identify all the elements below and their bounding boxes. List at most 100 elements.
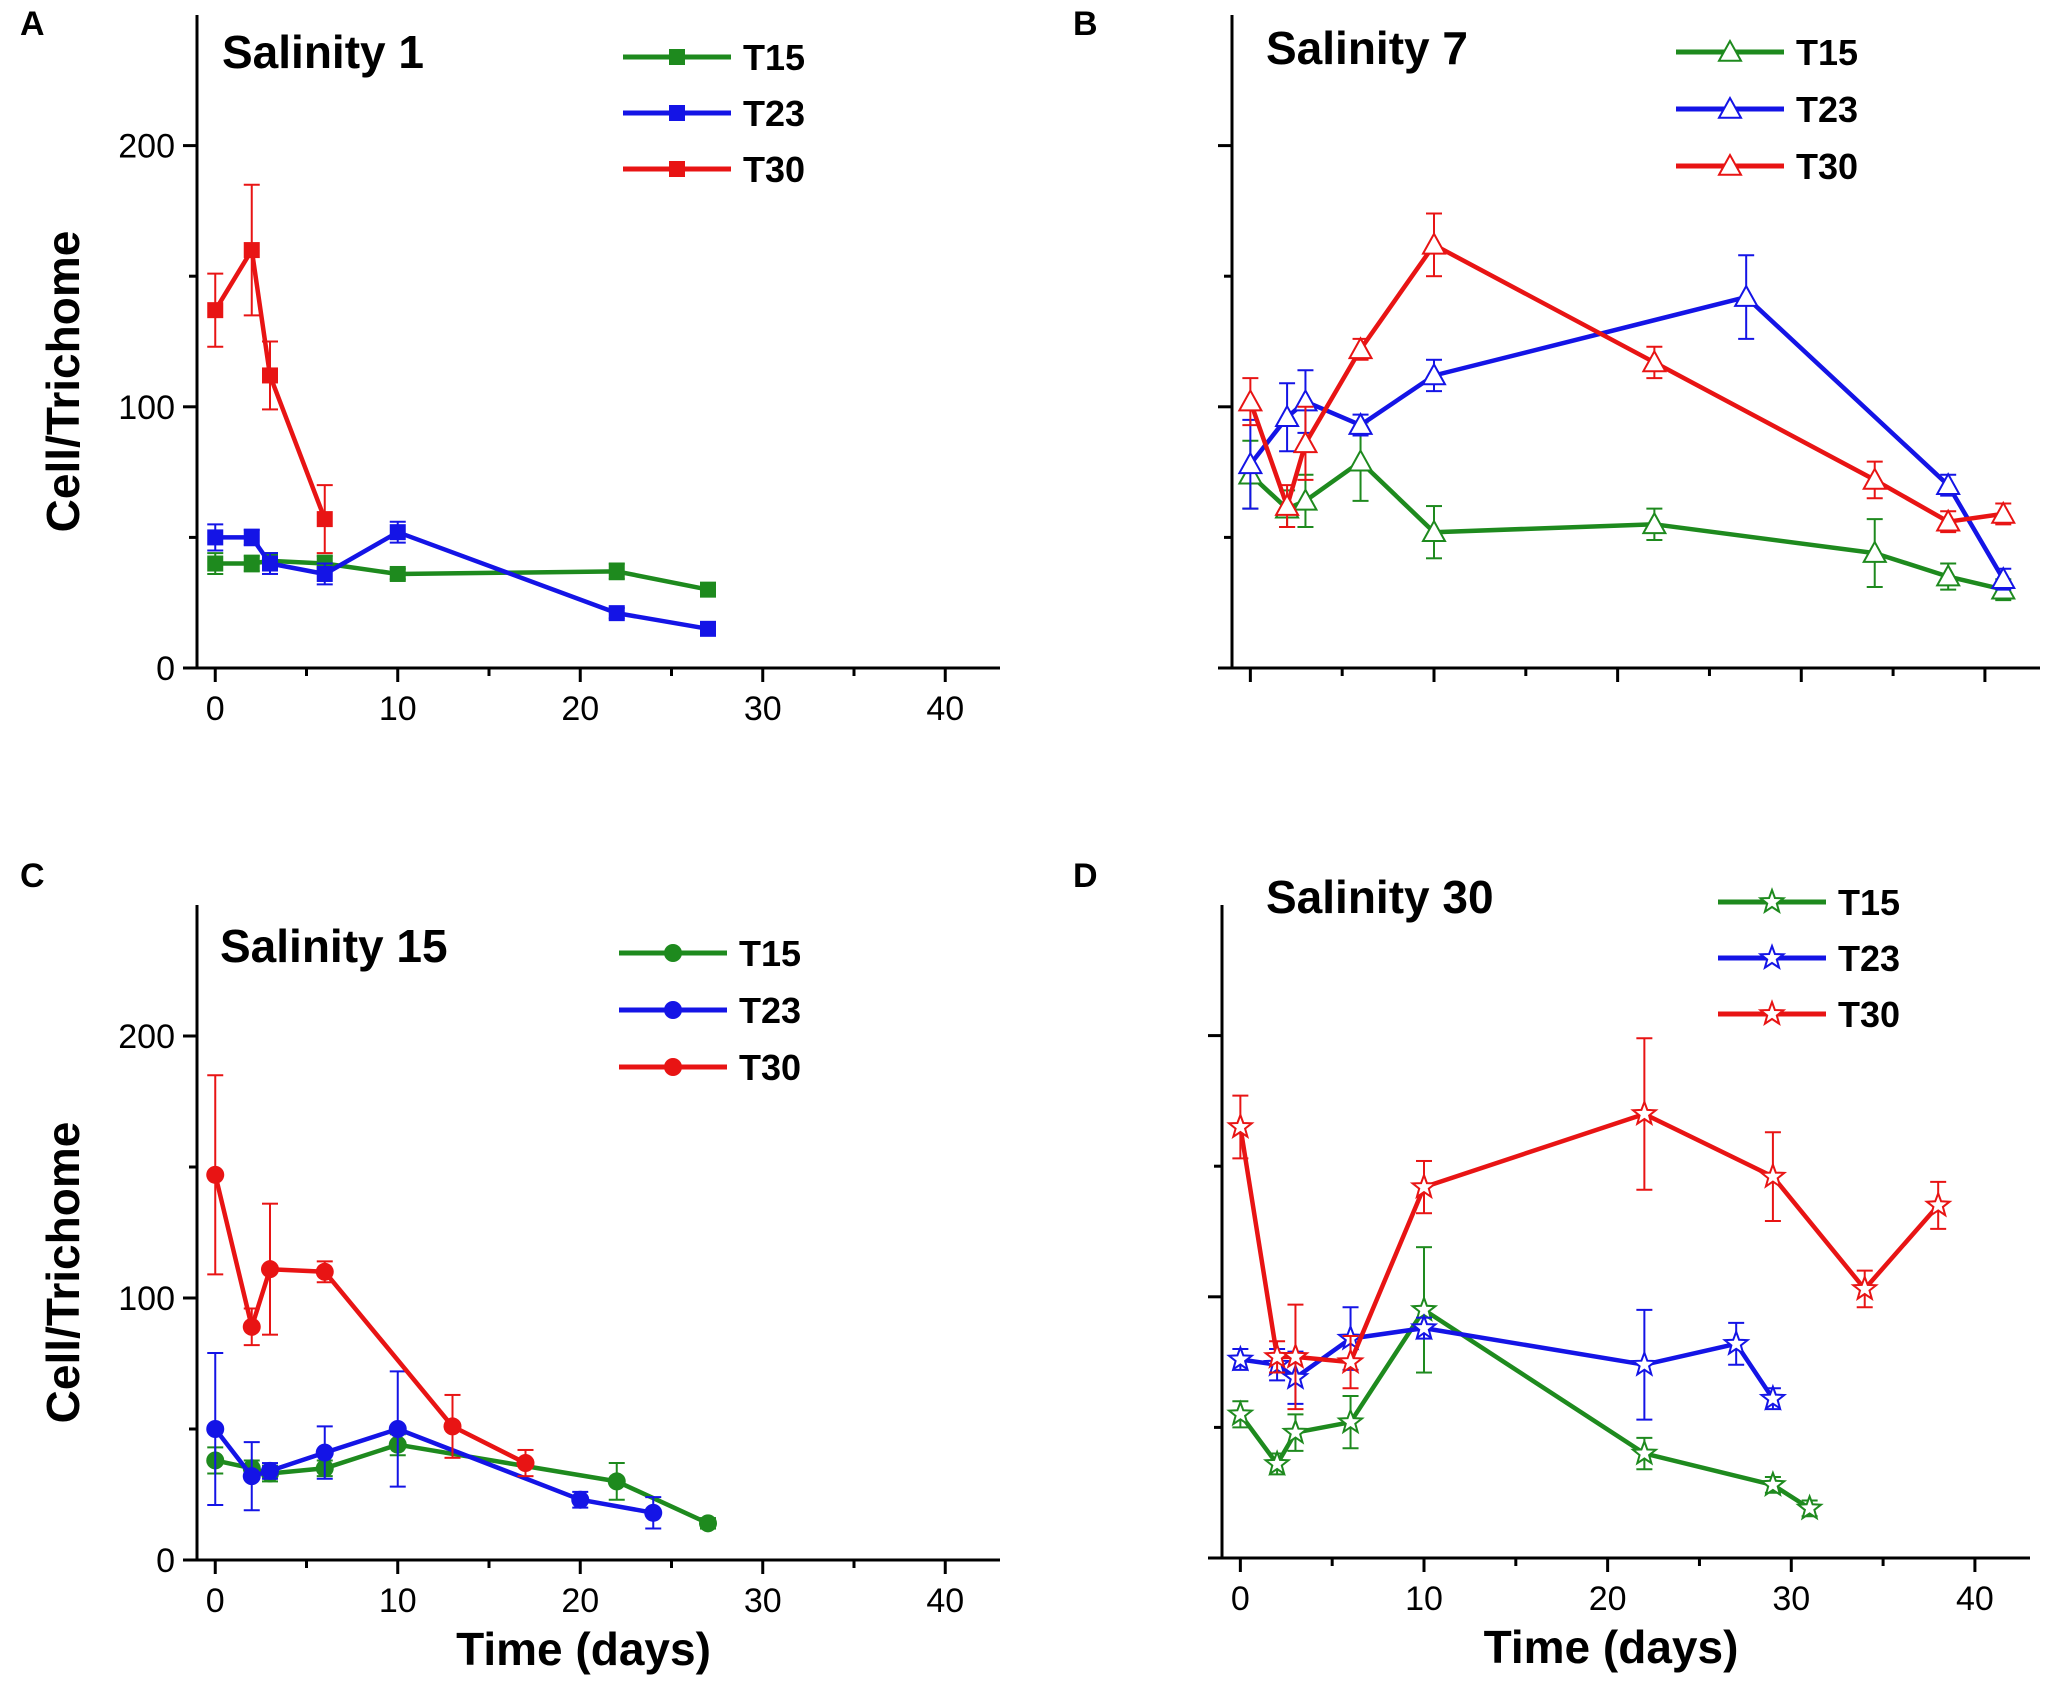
series-t30 [206,1074,535,1478]
data-point [1347,448,1374,472]
data-point [664,1058,682,1076]
data-point [1935,563,1961,587]
data-point [1935,472,1961,495]
legend-entry-t23: T23 [1676,89,1858,130]
legend-entry-t23: T23 [1718,938,1900,979]
series-line [1248,459,2004,592]
series-t15 [1237,421,2016,602]
legend-entry-t15: T15 [1718,882,1900,923]
legend-label: T23 [743,93,805,134]
x-tick-label: 30 [1772,1580,1810,1618]
legend-entry-t23: T23 [623,93,805,134]
legend-label: T30 [1838,994,1900,1035]
panel-letter: A [20,5,45,43]
legend-entry-t30: T30 [1676,146,1858,187]
data-point [262,555,278,572]
data-point [1641,349,1668,373]
series-t30 [207,183,333,555]
data-point [700,620,716,637]
y-tick-label: 200 [118,1018,175,1056]
x-tick-label: 0 [1231,1580,1250,1618]
data-point [1281,1417,1310,1445]
series-line [215,529,709,632]
data-point [1630,1099,1659,1127]
legend-label: T23 [1796,89,1858,130]
data-point [1237,388,1264,412]
series-t23 [207,520,716,637]
legend-entry-t30: T30 [619,1047,801,1088]
x-axis-label: Time (days) [456,1623,711,1675]
legend-label: T15 [739,933,801,974]
data-point [1717,38,1743,62]
data-point [1274,492,1300,516]
data-point [1347,336,1374,360]
x-tick-label: 30 [744,690,782,728]
x-tick-label: 40 [926,690,964,728]
chart-title: Salinity 15 [220,920,448,972]
chart-panel-d: D 0 10 20 30 40 Time (days) Salinity 30 T15 T23 T3… [1073,857,2030,1673]
chart-panel-c: C 0 10 20 30 40 0 100 200 Cell/Trichome Time (days… [20,857,1000,1675]
data-point [1990,566,2016,589]
data-point [1630,1349,1659,1377]
series-t30 [1237,212,2016,534]
series-t15 [1226,1246,1824,1521]
data-point [644,1503,663,1522]
legend-entry-t15: T15 [623,37,805,78]
x-tick-label: 40 [926,1582,964,1620]
data-point [1758,1161,1788,1189]
data-point [1630,1438,1659,1466]
legend-entry-t15: T15 [619,933,801,974]
data-point [243,555,260,572]
data-point [388,1420,407,1438]
series-line [1248,242,2004,524]
series-t23 [1237,254,2016,591]
chart-panel-a: A 0 10 20 30 40 0 100 200 Cell/Trichome Salinity 1… [20,5,1000,728]
x-tick-label: 10 [1405,1580,1443,1618]
legend-label: T15 [743,37,805,78]
x-tick-label: 20 [561,1582,599,1620]
data-point [206,1420,225,1438]
y-tick-label: 200 [118,128,175,166]
x-tick-label: 40 [1956,1580,1994,1618]
data-point [207,529,224,546]
data-point [443,1417,462,1436]
x-tick-label: 0 [206,1582,225,1620]
data-point [1274,404,1300,428]
legend-entry-t23: T23 [619,990,801,1031]
data-point [699,1514,717,1533]
legend-label: T23 [1838,938,1900,979]
data-point [1292,487,1319,511]
x-tick-label: 30 [744,1582,782,1620]
data-point [207,302,224,319]
data-point [669,105,685,121]
data-point [1990,500,2016,524]
data-point [1641,511,1668,535]
legend-label: T15 [1796,32,1858,73]
y-tick-label: 100 [118,389,175,427]
data-point [1347,412,1374,435]
legend-entry-t30: T30 [623,149,805,190]
data-point [1409,1172,1439,1200]
data-point [1722,1328,1751,1356]
data-point [207,555,224,572]
data-point [607,1472,626,1491]
data-point [389,524,406,541]
data-point [316,565,333,582]
data-point [1862,466,1888,490]
data-point [1758,1383,1788,1411]
data-point [1409,1313,1439,1341]
data-point [1924,1190,1953,1218]
data-point [1862,540,1888,563]
data-point [1336,1407,1365,1435]
x-tick-label: 20 [561,690,599,728]
data-point [1292,430,1319,454]
data-point [389,565,406,582]
data-point [1281,1342,1310,1369]
x-tick-label: 0 [206,690,225,728]
data-point [669,161,685,177]
series-t15 [206,1433,717,1533]
y-axis-label: Cell/Trichome [37,1122,89,1424]
legend-label: T15 [1838,882,1900,923]
data-point [1226,1399,1255,1427]
